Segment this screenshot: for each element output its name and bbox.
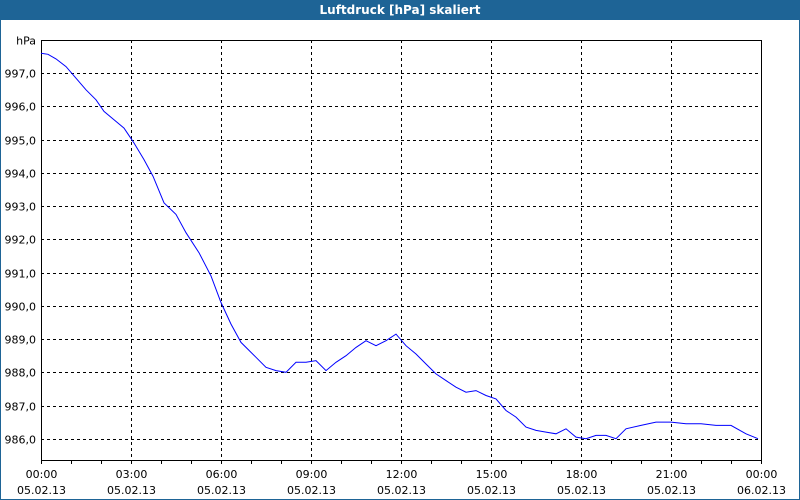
- x-tick-date: 05.02.13: [467, 484, 516, 497]
- x-tick-time: 00:00: [746, 468, 778, 481]
- y-tick-label: 990,0: [5, 301, 37, 314]
- x-tick-date: 05.02.13: [557, 484, 606, 497]
- x-tick-time: 03:00: [116, 468, 148, 481]
- y-tick-label: 986,0: [5, 434, 37, 447]
- chart-title: Luftdruck [hPa] skaliert: [1, 0, 799, 20]
- x-tick-time: 09:00: [296, 468, 328, 481]
- x-tick-time: 06:00: [206, 468, 238, 481]
- x-tick-date: 05.02.13: [197, 484, 246, 497]
- y-tick-label: hPa: [16, 35, 36, 48]
- x-tick-time: 15:00: [476, 468, 508, 481]
- y-tick-label: 989,0: [5, 334, 37, 347]
- x-tick-time: 21:00: [656, 468, 688, 481]
- x-tick-time: 18:00: [566, 468, 598, 481]
- x-tick-date: 05.02.13: [17, 484, 66, 497]
- x-tick-date: 05.02.13: [377, 484, 426, 497]
- y-tick-label: 996,0: [5, 101, 37, 114]
- y-tick-label: 994,0: [5, 168, 37, 181]
- x-tick-time: 00:00: [26, 468, 58, 481]
- y-tick-label: 995,0: [5, 135, 37, 148]
- y-tick-label: 997,0: [5, 68, 37, 81]
- y-tick-label: 992,0: [5, 234, 37, 247]
- y-tick-label: 987,0: [5, 401, 37, 414]
- x-tick-date: 05.02.13: [647, 484, 696, 497]
- x-tick-date: 05.02.13: [107, 484, 156, 497]
- pressure-series-line: [40, 52, 759, 440]
- y-tick-label: 988,0: [5, 367, 37, 380]
- plot-frame: [41, 40, 762, 461]
- x-tick-time: 12:00: [386, 468, 418, 481]
- y-tick-label: 991,0: [5, 268, 37, 281]
- x-tick-date: 06.02.13: [737, 484, 786, 497]
- y-tick-label: 993,0: [5, 201, 37, 214]
- x-tick-date: 05.02.13: [287, 484, 336, 497]
